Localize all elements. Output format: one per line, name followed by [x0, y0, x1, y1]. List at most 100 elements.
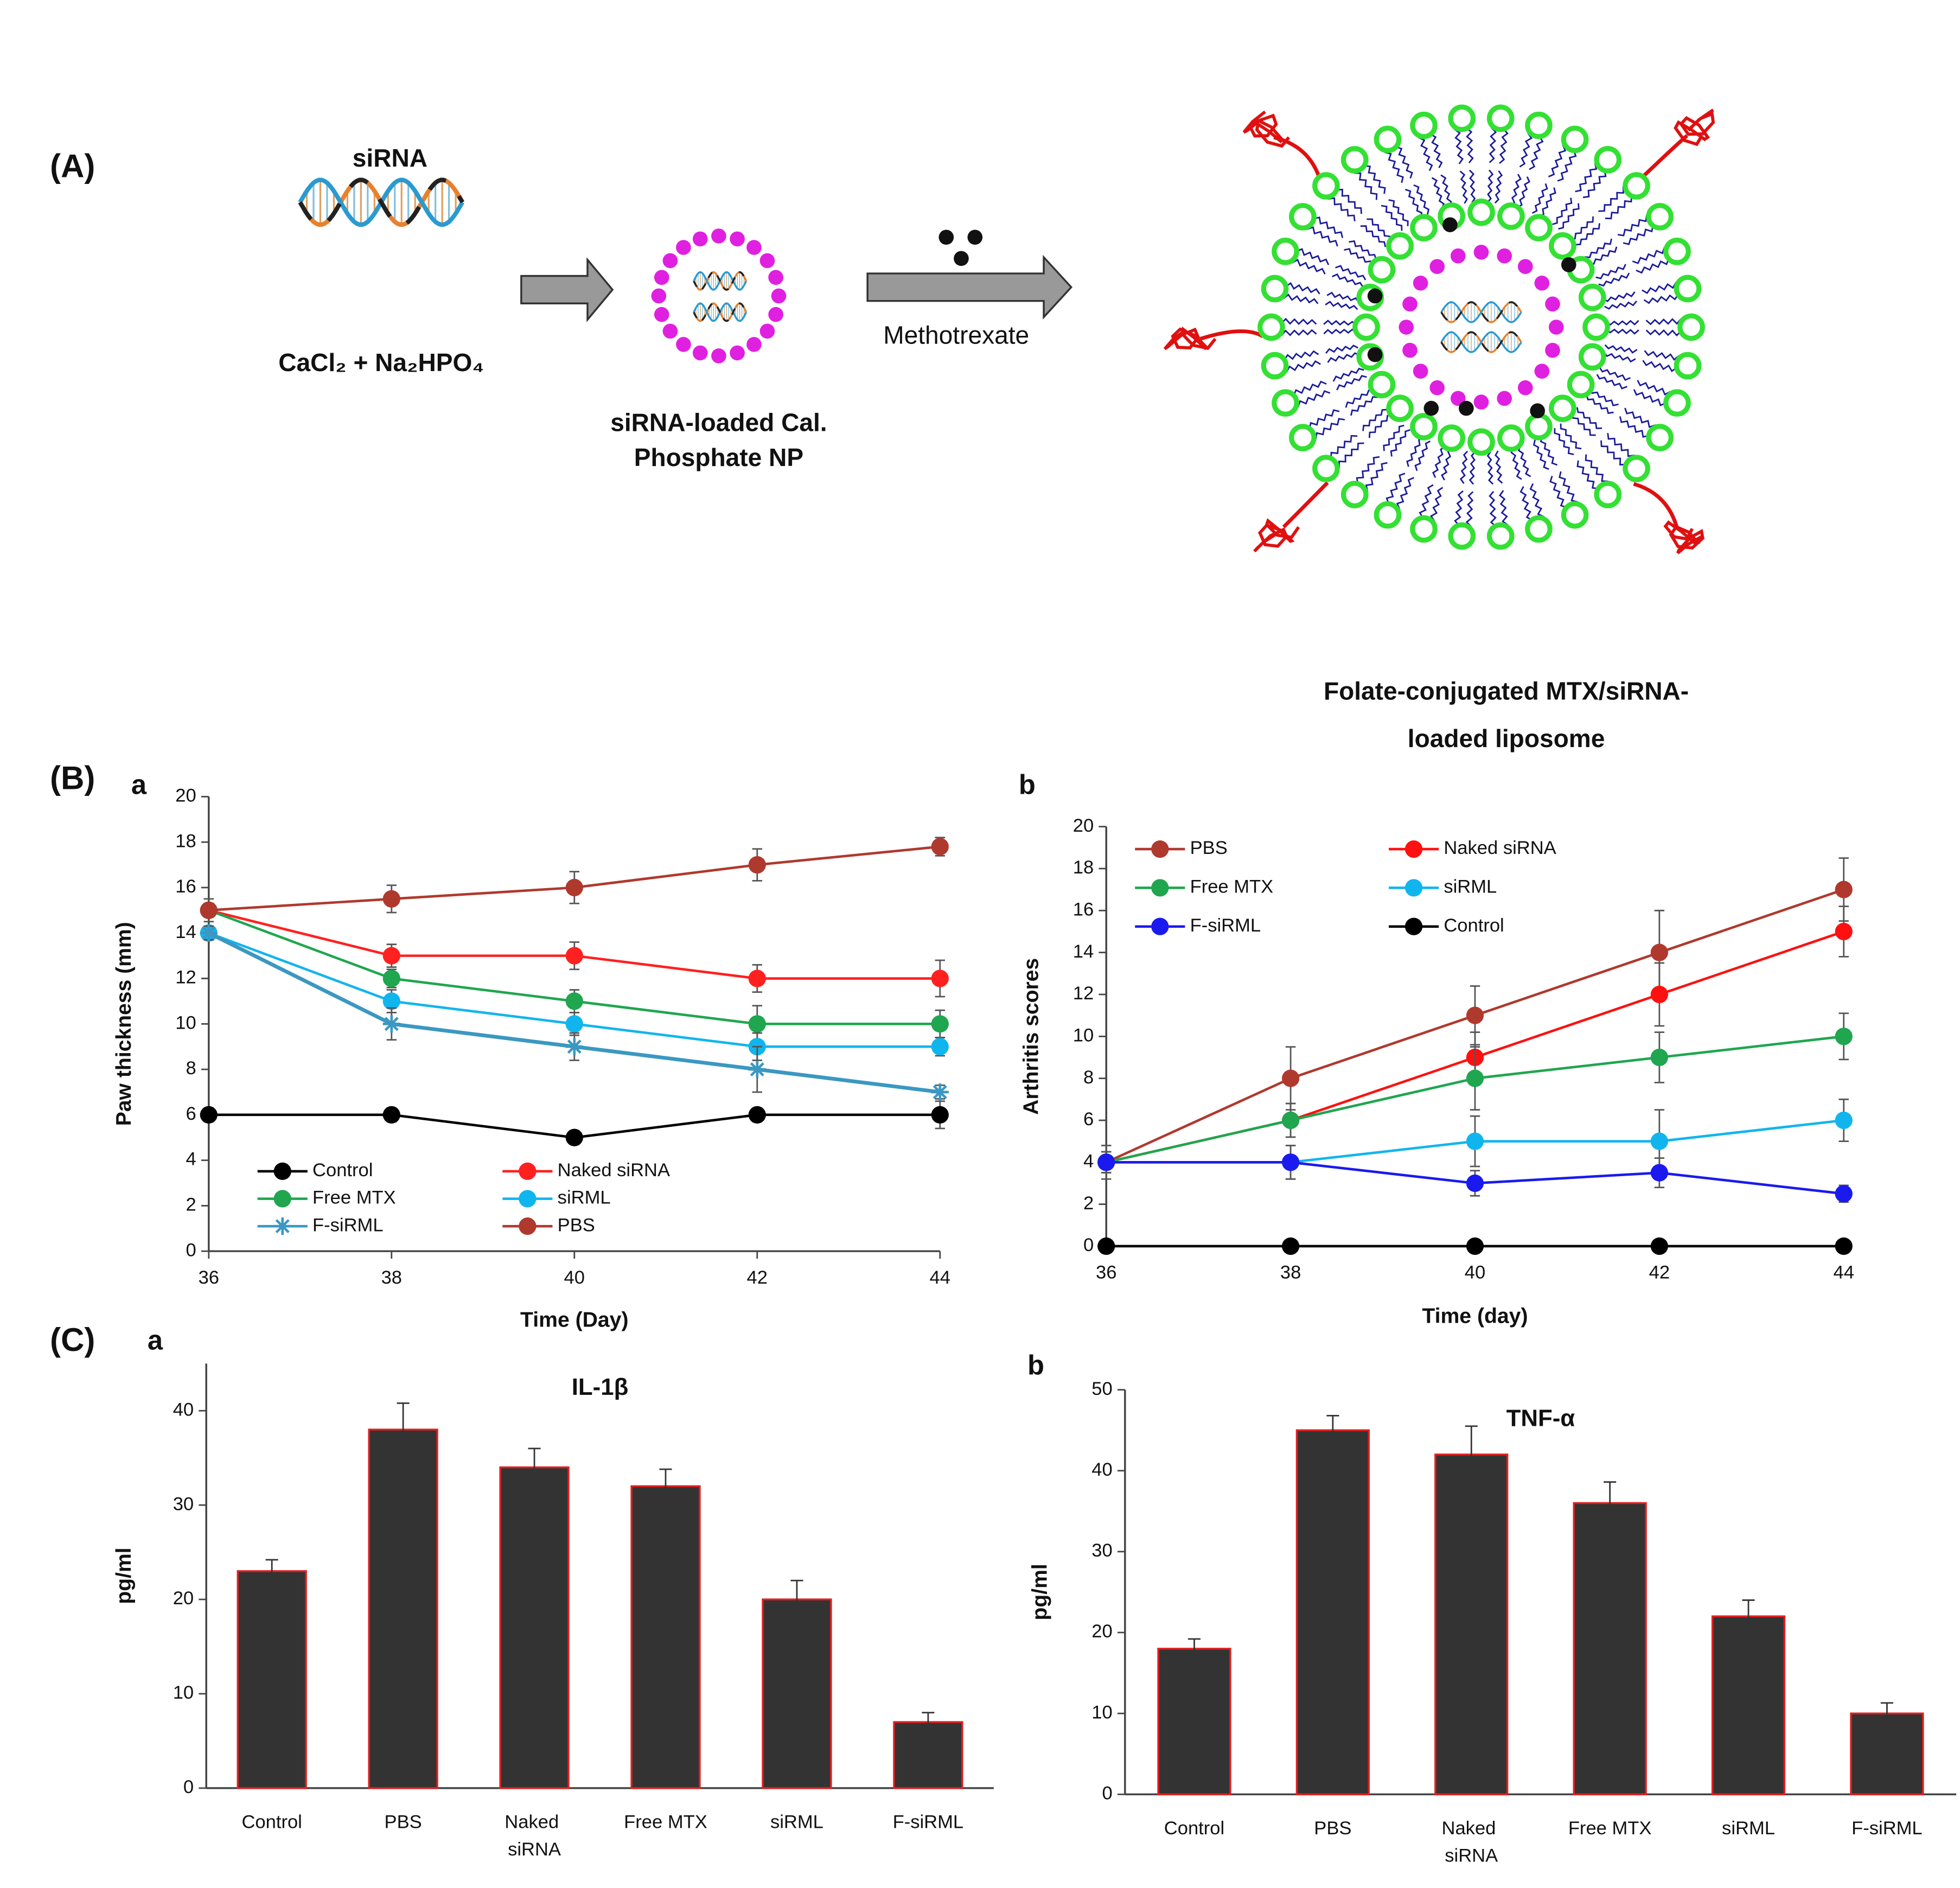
lipid-tail	[1325, 345, 1358, 354]
y-tick-label: 20	[173, 1588, 194, 1609]
lipid-tail	[1459, 450, 1469, 484]
lipid-tail	[1607, 433, 1635, 457]
np-shell	[676, 240, 691, 255]
panel-letter: a	[131, 769, 147, 800]
y-tick-label: 20	[1091, 1621, 1112, 1642]
lipid-tail	[1336, 188, 1362, 214]
lipid-tail	[1349, 240, 1377, 260]
lipid-tail	[1395, 146, 1413, 179]
lipid-head	[1525, 515, 1553, 543]
lipid-tail	[1429, 133, 1443, 168]
data-point	[200, 1106, 218, 1124]
data-point	[382, 1106, 400, 1124]
drug-dot	[1561, 257, 1576, 272]
x-tick-label: Control	[241, 1812, 302, 1832]
lipid-tail	[1571, 412, 1596, 436]
liposome-label: loaded liposome	[1408, 724, 1605, 752]
lipid-tail	[1604, 301, 1637, 310]
lipid-head	[1623, 455, 1650, 482]
lipid-head	[1374, 501, 1402, 529]
lipid-tail	[1519, 132, 1533, 168]
lipid-tail	[1280, 317, 1317, 326]
legend-marker	[1151, 917, 1169, 935]
lipid-tail	[1559, 471, 1578, 503]
lipid-head	[1525, 214, 1553, 241]
lipid-head	[1674, 275, 1702, 303]
lipid-head	[1272, 389, 1299, 417]
lipid-tail	[1598, 272, 1630, 287]
data-point	[382, 992, 400, 1010]
legend-label: PBS	[1190, 838, 1228, 858]
x-tick-label: 38	[1280, 1262, 1301, 1283]
lipid-tail	[1600, 440, 1627, 466]
lipid-tail	[1538, 187, 1556, 218]
panel-label: (C)	[50, 1322, 95, 1358]
lipid-head	[1261, 275, 1289, 303]
data-point	[1650, 1237, 1668, 1255]
bar	[1573, 1502, 1647, 1796]
data-point	[382, 969, 400, 987]
data-point	[565, 1015, 583, 1033]
data-point	[1650, 1048, 1668, 1067]
data-point	[565, 947, 583, 965]
np-shell	[1497, 391, 1512, 406]
legend-marker	[1404, 917, 1423, 935]
lipid-tail	[1645, 329, 1682, 337]
legend-marker	[273, 1217, 291, 1235]
lipid-head	[1340, 481, 1369, 508]
y-tick-label: 12	[175, 967, 196, 988]
x-tick-label: Free MTX	[624, 1812, 707, 1832]
legend-label: siRML	[558, 1188, 611, 1208]
folate	[1663, 520, 1704, 554]
lipid-tail	[1323, 328, 1357, 335]
panel-letter: b	[1019, 769, 1036, 800]
legend-marker	[519, 1162, 537, 1180]
lipid-tail	[1432, 446, 1446, 478]
lipid-head	[1410, 413, 1438, 441]
y-tick-label: 14	[1073, 941, 1094, 962]
lipid-head	[1549, 232, 1576, 260]
legend-marker	[519, 1217, 537, 1235]
lipid-tail	[1520, 486, 1533, 521]
folate	[1242, 110, 1291, 148]
y-tick-label: 10	[1091, 1702, 1112, 1723]
np-shell	[771, 288, 787, 304]
legend-marker	[273, 1162, 291, 1180]
data-point	[1466, 1174, 1484, 1192]
lipid-head	[1312, 172, 1340, 200]
lipid-tail	[1606, 328, 1639, 335]
lipid-head	[1257, 313, 1285, 341]
y-axis-label: Arthritis scores	[1020, 958, 1043, 1115]
y-tick-label: 18	[1073, 857, 1094, 878]
data-point	[931, 1106, 949, 1124]
chart-title: IL-1β	[572, 1374, 629, 1400]
legend-marker	[1151, 840, 1169, 858]
lipid-tail	[1368, 414, 1393, 438]
legend-label: Naked siRNA	[1444, 838, 1556, 858]
x-tick-label: 38	[381, 1267, 402, 1288]
folate-linker	[1199, 329, 1264, 341]
bar	[1850, 1712, 1924, 1796]
np-shell	[1534, 276, 1550, 291]
lipid-head	[1467, 428, 1495, 456]
data-point	[1650, 1164, 1668, 1182]
helix-strand	[298, 177, 465, 227]
lipid-head	[1448, 522, 1476, 550]
bar	[630, 1485, 701, 1789]
lipid-head	[1261, 352, 1289, 380]
lipid-tail	[1589, 388, 1619, 406]
lipid-tail	[1286, 360, 1321, 373]
lipid-tail	[1285, 282, 1320, 295]
data-point	[565, 878, 583, 897]
lipid-head	[1594, 146, 1622, 174]
lipid-head	[1578, 283, 1606, 311]
y-tick-label: 30	[1091, 1540, 1112, 1561]
y-tick-label: 8	[186, 1058, 196, 1079]
x-tick-label: Control	[1164, 1818, 1224, 1839]
x-axis-label: Time (day)	[1422, 1305, 1528, 1328]
lipid-tail	[1552, 197, 1573, 225]
lipid-tail	[1643, 294, 1680, 304]
lipid-tail	[1569, 216, 1594, 240]
lipid-tail	[1381, 205, 1403, 231]
np-shell	[692, 231, 708, 247]
